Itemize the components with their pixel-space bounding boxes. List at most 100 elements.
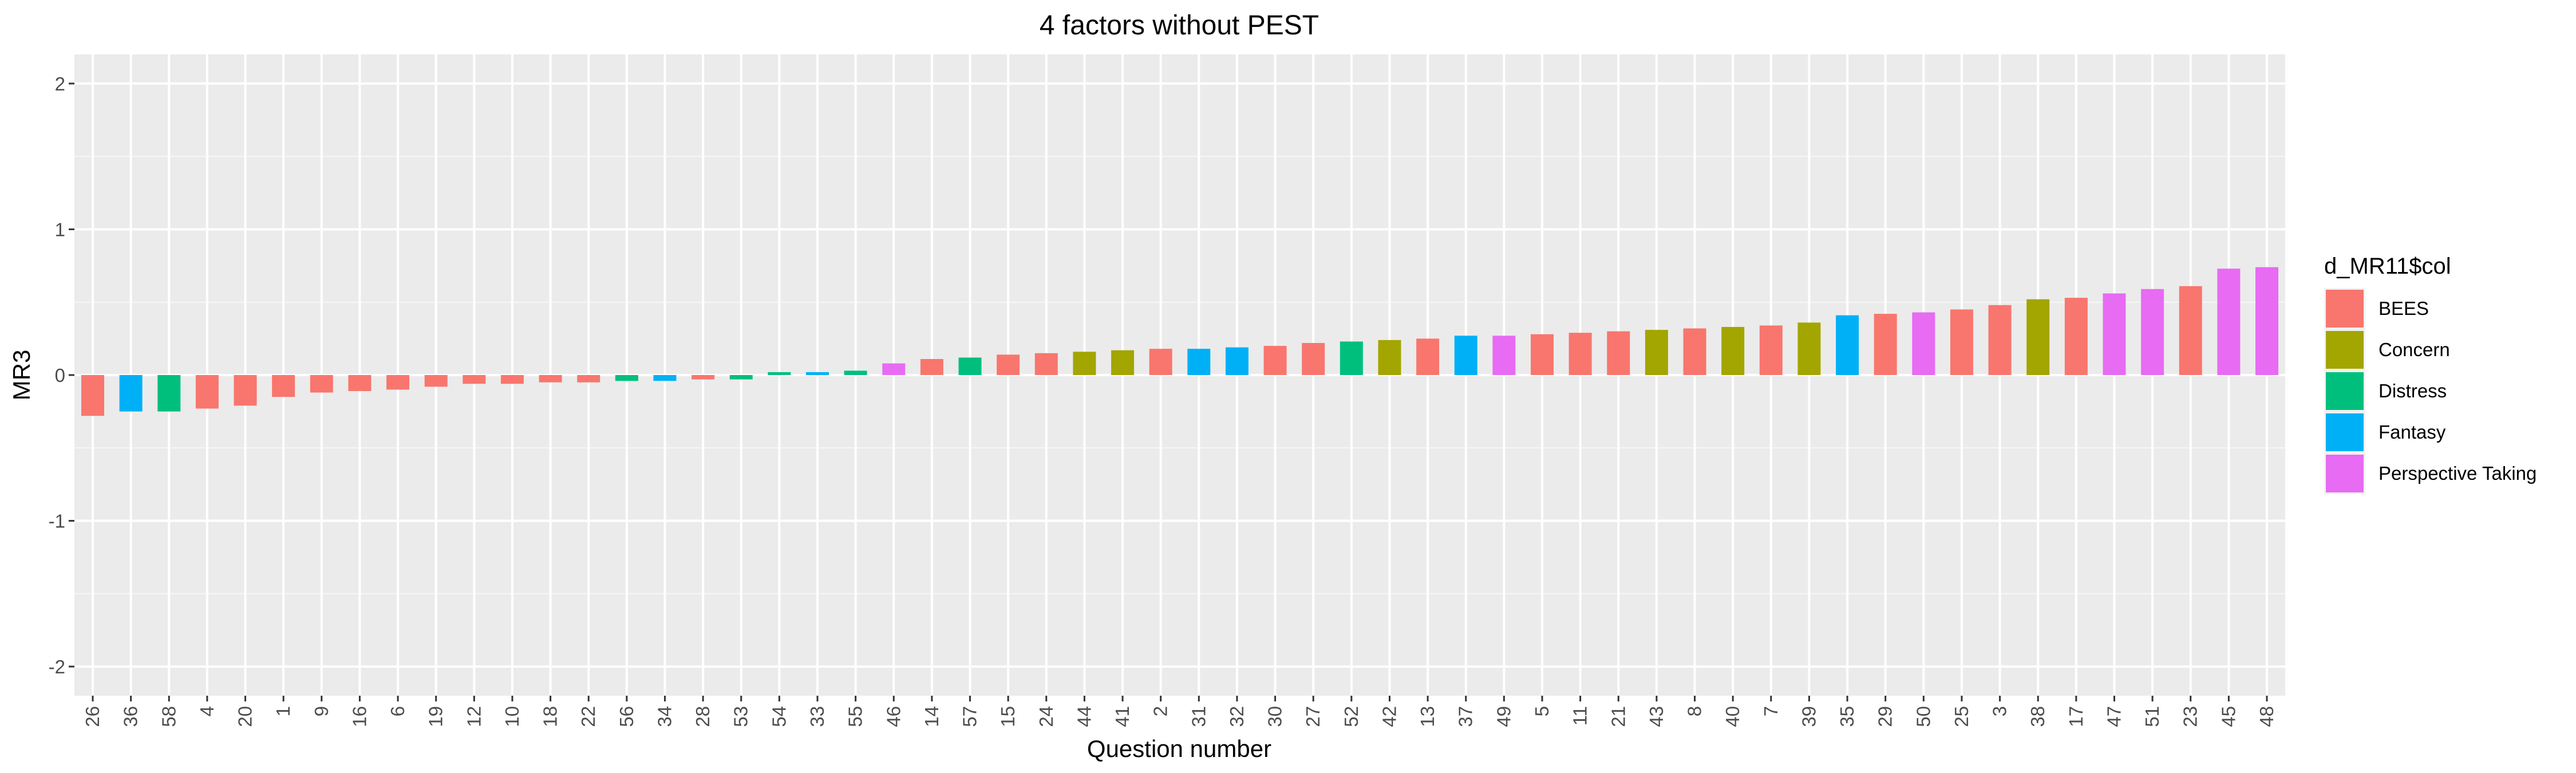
x-tick-label: 10 (501, 706, 523, 727)
x-tick-label: 31 (1188, 706, 1209, 727)
x-tick-label: 52 (1341, 706, 1362, 727)
x-tick-label: 20 (235, 706, 256, 727)
bar-16 (348, 375, 371, 391)
x-tick-label: 11 (1570, 706, 1591, 725)
bar-50 (1912, 313, 1935, 375)
x-tick-label: 38 (2027, 706, 2048, 727)
chart-title: 4 factors without PEST (1040, 10, 1319, 41)
x-tick-label: 33 (807, 706, 828, 727)
y-tick-label: -1 (49, 511, 65, 532)
bar-32 (1226, 348, 1249, 375)
x-tick-label: 53 (730, 706, 752, 727)
x-tick-label: 47 (2103, 706, 2124, 727)
x-tick-label: 17 (2065, 706, 2087, 727)
bar-55 (844, 370, 867, 375)
x-tick-label: 8 (1684, 706, 1705, 716)
bar-22 (577, 375, 600, 382)
legend-label: Concern (2379, 339, 2450, 360)
x-tick-label: 48 (2256, 706, 2277, 727)
x-tick-label: 13 (1417, 706, 1438, 727)
bar-56 (615, 375, 638, 381)
legend-label: BEES (2379, 298, 2429, 319)
legend-title: d_MR11$col (2324, 254, 2451, 279)
bar-4 (196, 375, 219, 409)
legend-swatch (2326, 455, 2364, 492)
x-tick-label: 22 (578, 706, 599, 727)
y-axis-title: MR3 (8, 350, 35, 401)
bar-38 (2026, 299, 2049, 375)
bar-57 (959, 357, 982, 375)
x-tick-label: 36 (120, 706, 141, 727)
x-tick-label: 54 (768, 706, 789, 727)
x-tick-label: 19 (425, 706, 447, 727)
x-tick-label: 32 (1226, 706, 1247, 727)
bar-13 (1416, 338, 1439, 375)
legend-label: Distress (2379, 380, 2447, 401)
bar-12 (463, 375, 485, 384)
bar-21 (1607, 332, 1630, 375)
x-tick-label: 41 (1112, 706, 1133, 727)
bar-17 (2065, 298, 2088, 375)
x-tick-label: 58 (158, 706, 179, 727)
x-tick-label: 14 (921, 706, 942, 727)
bar-10 (501, 375, 524, 384)
bar-9 (310, 375, 333, 393)
x-tick-label: 23 (2180, 706, 2201, 727)
bar-18 (539, 375, 562, 382)
x-tick-label: 18 (540, 706, 561, 727)
bar-29 (1874, 314, 1897, 375)
bar-28 (692, 375, 714, 380)
bar-37 (1455, 336, 1477, 375)
bar-33 (806, 372, 829, 375)
x-tick-label: 51 (2142, 706, 2163, 727)
x-tick-label: 4 (196, 706, 218, 716)
x-tick-label: 30 (1265, 706, 1286, 727)
bar-34 (653, 375, 676, 381)
legend-label: Fantasy (2379, 421, 2446, 443)
bar-5 (1531, 334, 1554, 375)
x-tick-label: 1 (272, 706, 294, 716)
x-tick-label: 40 (1722, 706, 1743, 727)
y-tick-label: 1 (55, 219, 65, 240)
bar-7 (1760, 325, 1783, 375)
bar-20 (234, 375, 257, 405)
bar-36 (120, 375, 143, 412)
legend-swatch (2326, 331, 2364, 369)
bar-27 (1302, 343, 1325, 375)
x-tick-label: 50 (1913, 706, 1934, 727)
bar-8 (1684, 329, 1706, 375)
x-tick-label: 25 (1951, 706, 1972, 727)
x-axis: 26 36 58 4 20 1 9 16 6 19 12 10 18 22 56 34 28 53 54 33 55 46… (82, 696, 2277, 727)
y-tick-label: 2 (55, 73, 65, 94)
bar-39 (1797, 322, 1820, 375)
x-tick-label: 2 (1150, 706, 1171, 716)
bar-43 (1645, 330, 1668, 375)
bar-47 (2103, 293, 2125, 375)
bar-24 (1035, 353, 1058, 375)
x-tick-label: 55 (845, 706, 866, 727)
bar-51 (2141, 289, 2164, 375)
bar-45 (2217, 269, 2240, 375)
legend-swatch (2326, 372, 2364, 410)
bar-44 (1073, 352, 1096, 375)
x-tick-label: 21 (1607, 706, 1629, 727)
bar-53 (730, 375, 753, 380)
bar-26 (81, 375, 104, 416)
legend-label: Perspective Taking (2379, 463, 2537, 484)
x-tick-label: 56 (616, 706, 637, 727)
bar-46 (882, 364, 905, 375)
x-tick-label: 49 (1493, 706, 1514, 727)
x-tick-label: 16 (349, 706, 370, 727)
x-tick-label: 43 (1646, 706, 1667, 727)
x-tick-label: 3 (1989, 706, 2010, 716)
legend: d_MR11$col BEES Concern Distress Fantasy Per… (2324, 254, 2537, 494)
bar-48 (2255, 267, 2278, 375)
bar-42 (1378, 340, 1401, 375)
bar-19 (425, 375, 448, 386)
x-tick-label: 7 (1760, 706, 1781, 716)
bar-3 (1989, 305, 2012, 375)
x-tick-label: 5 (1531, 706, 1552, 716)
bar-25 (1950, 309, 1973, 375)
bar-11 (1569, 333, 1592, 375)
